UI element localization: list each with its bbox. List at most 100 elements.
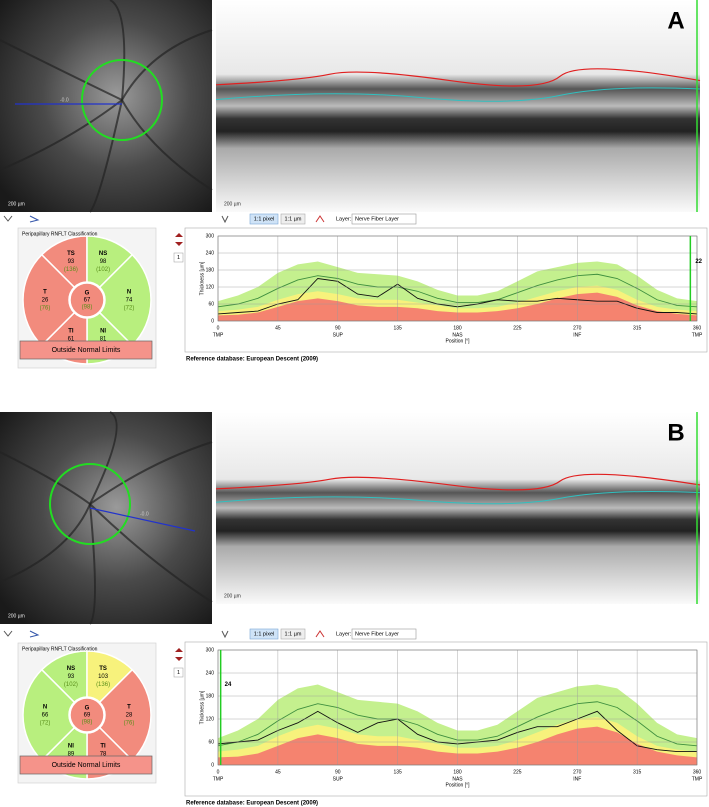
layer-value: Nerve Fiber Layer: [355, 216, 399, 222]
zoom-pixel-label: 1:1 pixel: [254, 631, 275, 637]
page-up[interactable]: [175, 233, 183, 237]
ilm-line: [215, 473, 701, 491]
scale-label: 200 µm: [8, 201, 25, 207]
x-tick-label: 0: [217, 769, 220, 775]
zoom-pixel-label: 1:1 pixel: [254, 216, 275, 222]
ilm-line: [215, 68, 701, 87]
center-sector: [69, 282, 105, 318]
page-box: [173, 252, 184, 263]
y-tick-label: 180: [206, 693, 215, 699]
center-normal: (98): [82, 305, 93, 311]
vessel: [89, 503, 213, 603]
sector-normal: (102): [64, 682, 78, 688]
oct-scale: 200 µm: [224, 201, 241, 207]
sector-value: 98: [100, 259, 107, 265]
sector-name: N: [43, 705, 47, 711]
x-region-label: TMP: [692, 332, 703, 338]
x-tick-label: 225: [513, 325, 522, 331]
plot-frame: [217, 649, 698, 766]
x-region-label: INF: [573, 332, 581, 338]
fundus-image: [0, 0, 212, 212]
marker-value: 24: [225, 682, 232, 688]
sector-name: NS: [99, 251, 107, 257]
x-region-label: TMP: [213, 332, 224, 338]
sector-name: TS: [99, 666, 107, 672]
zoom-um-button[interactable]: [280, 213, 306, 225]
tool-icon: [315, 215, 325, 223]
sector-normal: (72): [124, 306, 135, 312]
sector-value: 93: [68, 674, 75, 680]
measure-label: -0.0: [60, 97, 69, 103]
x-tick-label: 270: [573, 325, 582, 331]
y-tick-label: 120: [206, 284, 215, 290]
sector-name: TS: [67, 251, 75, 257]
sector: [22, 668, 76, 762]
x-tick-label: 315: [633, 769, 642, 775]
result-label: Outside Normal Limits: [52, 762, 121, 769]
hand-icon: [221, 630, 229, 639]
x-tick-label: 90: [335, 325, 341, 331]
page-box: [173, 667, 184, 678]
sector-name: TI: [68, 328, 74, 334]
hand-icon: [221, 215, 229, 224]
center-value: 69: [84, 713, 91, 719]
zoom-um-button[interactable]: [280, 628, 306, 640]
sector-name: NS: [67, 666, 75, 672]
scan-line: [89, 507, 196, 532]
sector-name: T: [127, 705, 131, 711]
x-region-label: INF: [573, 776, 581, 782]
panel-label: A: [667, 7, 684, 34]
x-region-label: NAS: [452, 776, 463, 782]
x-axis-label: Position [°]: [446, 782, 471, 788]
zoom-um-label: 1:1 µm: [285, 631, 302, 637]
zoom-pixel-button[interactable]: [249, 213, 279, 225]
page-down[interactable]: [175, 242, 183, 246]
y-tick-label: 240: [206, 250, 215, 256]
sector-value: 26: [42, 298, 49, 304]
center-name: G: [85, 706, 90, 712]
sector-value: 103: [98, 674, 109, 680]
result-button: [19, 340, 153, 360]
panel-label: B: [667, 419, 684, 446]
page-up[interactable]: [175, 648, 183, 652]
page-down[interactable]: [175, 657, 183, 661]
sector-name: NI: [100, 328, 106, 334]
oct-scale: 200 µm: [224, 593, 241, 599]
sector: [98, 253, 152, 347]
x-tick-label: 315: [633, 325, 642, 331]
layer-select[interactable]: [351, 213, 417, 225]
x-tick-label: 90: [335, 769, 341, 775]
vessel: [121, 29, 213, 101]
x-tick-label: 135: [393, 769, 402, 775]
oct-scan: [216, 0, 700, 212]
measure-label: -0.0: [140, 511, 149, 517]
vessel: [121, 99, 213, 191]
vessel: [109, 0, 126, 101]
sector-name: TI: [100, 743, 106, 749]
scan-circle: [49, 463, 131, 545]
vessel: [0, 39, 123, 101]
reference-label: Reference database: European Descent (20…: [186, 801, 318, 807]
sector-name: NI: [68, 743, 74, 749]
x-region-label: NAS: [452, 332, 463, 338]
nav-icon: [29, 215, 40, 223]
y-axis-label: Thickness [µm]: [199, 690, 205, 724]
x-axis-label: Position [°]: [446, 338, 471, 344]
x-tick-label: 360: [693, 769, 702, 775]
zoom-pixel-button[interactable]: [249, 628, 279, 640]
sector: [98, 668, 152, 762]
y-tick-label: 300: [206, 647, 215, 653]
layer-select[interactable]: [351, 628, 417, 640]
sector-normal: (76): [124, 721, 135, 727]
sector-name: N: [127, 290, 131, 296]
center-normal: (98): [82, 720, 93, 726]
vessel: [89, 99, 123, 213]
x-tick-label: 360: [693, 325, 702, 331]
y-tick-label: 60: [208, 301, 214, 307]
x-region-label: SUP: [333, 776, 344, 782]
sector-value: 89: [68, 751, 75, 757]
sector-normal: (76): [40, 306, 51, 312]
layer-label: Layer:: [336, 216, 352, 222]
